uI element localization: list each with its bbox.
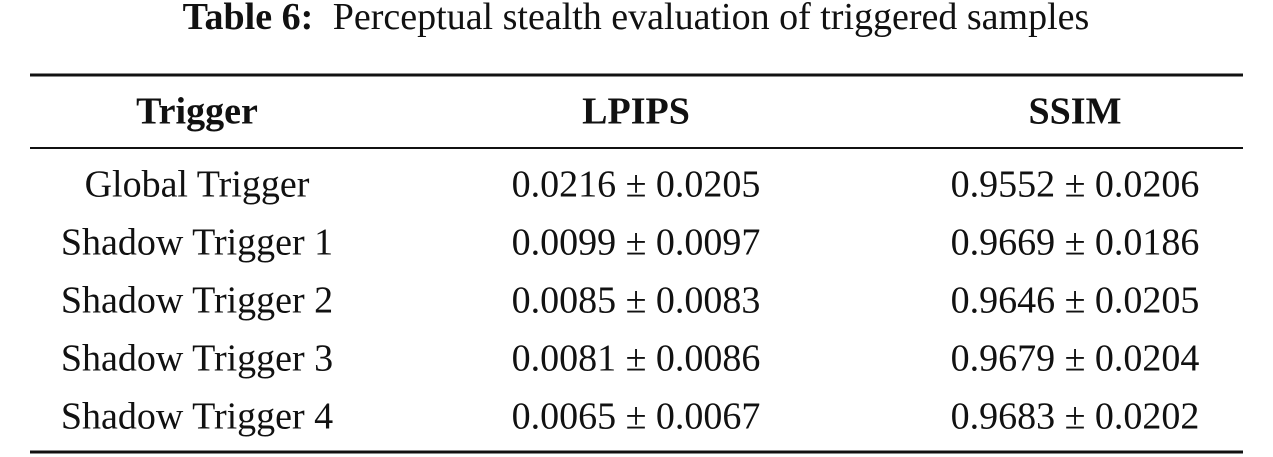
- table-cell: 0.9679 ± 0.0204: [951, 338, 1200, 380]
- table-cell: Shadow Trigger 1: [61, 222, 333, 264]
- header-cell: LPIPS: [582, 91, 690, 133]
- table-cell: Shadow Trigger 4: [61, 396, 333, 438]
- header-cell: Trigger: [136, 91, 258, 133]
- caption-text: Perceptual stealth evaluation of trigger…: [333, 0, 1090, 38]
- table-cell: 0.9646 ± 0.0205: [951, 280, 1200, 322]
- table-cell: Global Trigger: [85, 164, 310, 206]
- caption: Table 6: Perceptual stealth evaluation o…: [183, 0, 1090, 38]
- table-cell: 0.0099 ± 0.0097: [512, 222, 761, 264]
- table-cell: 0.9683 ± 0.0202: [951, 396, 1200, 438]
- table-cell: Shadow Trigger 2: [61, 280, 333, 322]
- table-cell: 0.9669 ± 0.0186: [951, 222, 1200, 264]
- table: Trigger LPIPS SSIM Global Trigger 0.0216 ± 0…: [61, 91, 1200, 438]
- table-cell: 0.0085 ± 0.0083: [512, 280, 761, 322]
- header-cell: SSIM: [1029, 91, 1122, 133]
- table-cell: Shadow Trigger 3: [61, 338, 333, 380]
- table-cell: 0.0065 ± 0.0067: [512, 396, 761, 438]
- table-cell: 0.0081 ± 0.0086: [512, 338, 761, 380]
- table-cell: 0.0216 ± 0.0205: [512, 164, 761, 206]
- caption-label: Table 6:: [183, 0, 314, 38]
- table-cell: 0.9552 ± 0.0206: [951, 164, 1200, 206]
